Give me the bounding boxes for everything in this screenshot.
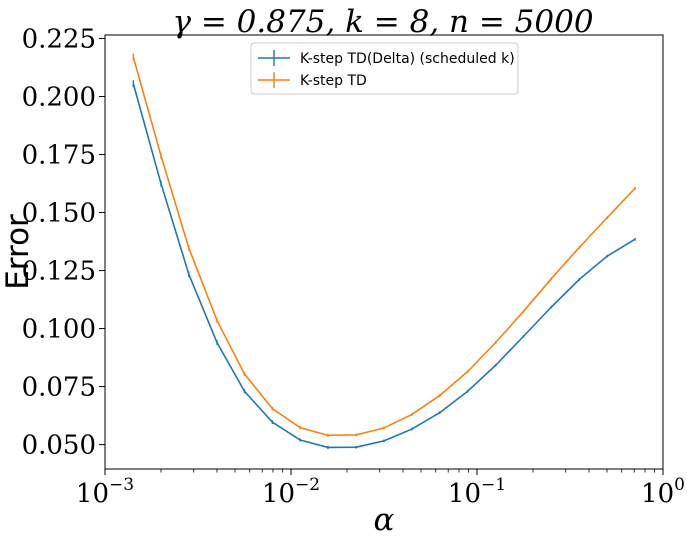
x-tick-label: 10−3 bbox=[76, 475, 134, 509]
plot-frame bbox=[104, 34, 664, 470]
x-tick-label: 10−2 bbox=[262, 475, 320, 509]
series-line-1 bbox=[132, 56, 636, 437]
legend: K-step TD(Delta) (scheduled k) K-step TD bbox=[250, 42, 519, 95]
y-tick-label: 0.150 bbox=[22, 199, 96, 229]
legend-box bbox=[250, 42, 519, 95]
y-tick-label: 0.100 bbox=[22, 315, 96, 345]
x-axis-label: α bbox=[374, 502, 395, 538]
y-tick-label: 0.075 bbox=[22, 373, 96, 403]
y-ticks: 0.050 0.075 0.100 0.125 0.150 0.175 0.200 0.225 bbox=[22, 24, 105, 461]
x-tick-label: 10−1 bbox=[448, 475, 506, 509]
legend-label-1: K-step TD bbox=[300, 73, 367, 89]
y-tick-label: 0.125 bbox=[22, 257, 96, 287]
y-tick-label: 0.225 bbox=[22, 24, 96, 54]
y-axis-label: Error bbox=[0, 214, 36, 290]
y-tick-label: 0.200 bbox=[22, 83, 96, 113]
x-ticks: 10−3 10−2 10−1 100 bbox=[76, 469, 685, 509]
y-tick-label: 0.175 bbox=[22, 141, 96, 171]
series-line-0 bbox=[132, 83, 636, 449]
series-layer bbox=[132, 53, 636, 450]
x-tick-label: 100 bbox=[641, 475, 685, 509]
y-tick-label: 0.050 bbox=[22, 431, 96, 461]
chart-title: γ = 0.875, k = 8, n = 5000 bbox=[172, 4, 593, 40]
legend-label-0: K-step TD(Delta) (scheduled k) bbox=[300, 51, 515, 67]
